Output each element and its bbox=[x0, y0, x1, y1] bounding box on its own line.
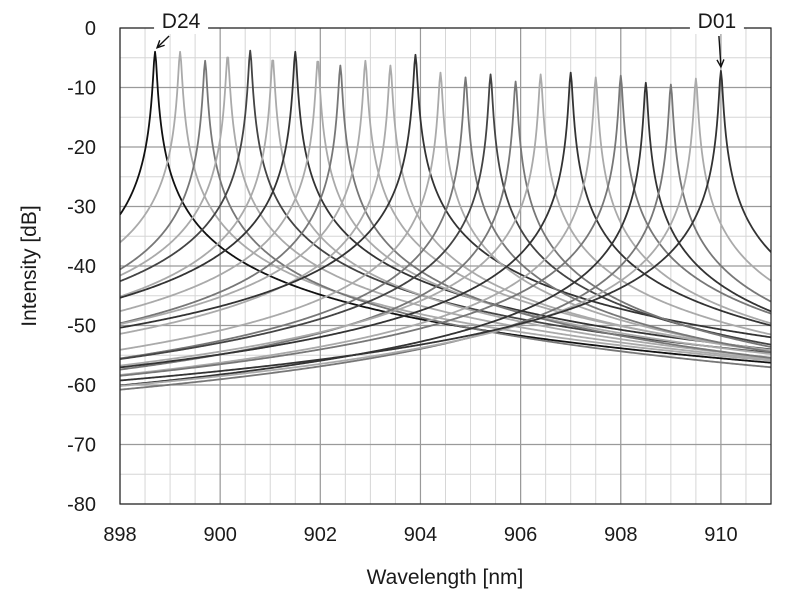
x-tick-label: 902 bbox=[304, 524, 337, 546]
x-tick-label: 910 bbox=[704, 524, 737, 546]
series-line-14 bbox=[120, 76, 771, 360]
annotation-arrow-line bbox=[156, 35, 170, 49]
plot-frame bbox=[119, 27, 772, 505]
y-axis-ticks: 0 -10 -20 -30 -40 -50 -60 -70 -80 bbox=[67, 18, 96, 516]
x-tick-label: 906 bbox=[504, 524, 537, 546]
y-axis-title: Intensity [dB] bbox=[18, 205, 41, 326]
series-line-19 bbox=[120, 76, 771, 376]
series-line-13 bbox=[120, 71, 771, 353]
annotations: D24 D01 bbox=[154, 10, 744, 69]
annotation-background bbox=[689, 10, 744, 34]
series-line-21 bbox=[120, 81, 771, 387]
y-tick-label: -70 bbox=[67, 435, 96, 457]
x-axis-ticks: 898 900 902 904 906 908 910 bbox=[103, 524, 737, 546]
series-line-20 bbox=[120, 74, 771, 377]
series-line-11 bbox=[120, 64, 771, 353]
annotation-background bbox=[154, 10, 209, 34]
series-line-9 bbox=[120, 64, 771, 359]
annotation-arrow-line bbox=[718, 35, 722, 67]
series-line-24 bbox=[120, 69, 771, 382]
y-tick-label: -20 bbox=[67, 137, 96, 159]
x-tick-label: 908 bbox=[604, 524, 637, 546]
x-tick-label: 904 bbox=[404, 524, 437, 546]
series-layer bbox=[120, 49, 771, 391]
series-line-3 bbox=[120, 59, 771, 369]
annotation-d01: D01 bbox=[689, 10, 744, 69]
y-tick-label: 0 bbox=[85, 18, 96, 40]
series-line-15 bbox=[120, 73, 771, 360]
annotation-d24: D24 bbox=[154, 10, 209, 49]
y-tick-label: -60 bbox=[67, 375, 96, 397]
x-tick-label: 900 bbox=[203, 524, 236, 546]
series-line-23 bbox=[120, 77, 771, 387]
y-tick-label: -40 bbox=[67, 256, 96, 278]
x-tick-label: 898 bbox=[103, 524, 136, 546]
annotation-label: D24 bbox=[162, 10, 201, 33]
y-tick-label: -80 bbox=[67, 494, 96, 516]
y-tick-label: -50 bbox=[67, 316, 96, 338]
annotation-arrow-head bbox=[155, 40, 165, 49]
y-tick-label: -30 bbox=[67, 197, 96, 219]
y-tick-label: -10 bbox=[67, 78, 96, 100]
series-line-6 bbox=[120, 59, 771, 359]
series-line-17 bbox=[120, 73, 771, 367]
series-line-18 bbox=[120, 71, 771, 369]
x-axis-title: Wavelength [nm] bbox=[367, 566, 524, 589]
annotation-arrow-head bbox=[716, 59, 725, 69]
series-line-4 bbox=[120, 56, 771, 361]
annotation-label: D01 bbox=[698, 10, 737, 33]
